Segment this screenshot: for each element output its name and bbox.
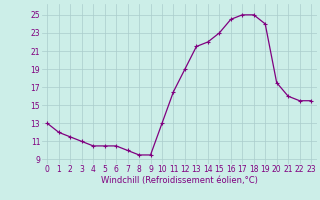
X-axis label: Windchill (Refroidissement éolien,°C): Windchill (Refroidissement éolien,°C) (101, 176, 258, 185)
